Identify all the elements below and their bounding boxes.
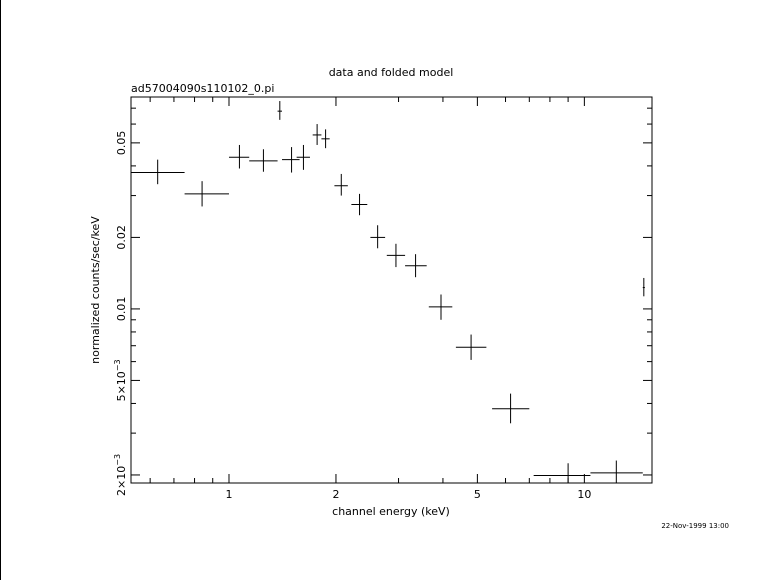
data-point	[277, 101, 283, 120]
data-point	[249, 149, 278, 172]
data-point	[386, 243, 406, 268]
y-tick-label: 2×10−3	[113, 454, 128, 496]
data-point	[351, 193, 368, 216]
y-tick-label: 0.05	[115, 131, 128, 156]
data-point	[405, 254, 427, 278]
data-point	[282, 147, 300, 173]
y-tick-label-base: 5×10	[115, 371, 128, 401]
y-tick-label-base: 0.02	[115, 225, 128, 250]
x-tick-label: 10	[577, 488, 591, 501]
y-tick-label: 0.01	[115, 297, 128, 322]
x-axis-label: channel energy (keV)	[332, 505, 450, 518]
x-tick-label: 1	[225, 488, 232, 501]
x-tick-label: 2	[332, 488, 339, 501]
data-point	[334, 173, 348, 196]
data-point	[642, 277, 645, 297]
x-tick-label: 5	[474, 488, 481, 501]
data-point	[312, 124, 322, 145]
data-point	[228, 144, 250, 169]
data-points	[131, 101, 645, 483]
data-point	[533, 463, 591, 483]
data-point	[321, 129, 330, 149]
window-left-border	[0, 0, 1, 580]
data-point	[131, 159, 185, 185]
chart-subtitle: ad57004090s110102_0.pi	[131, 82, 274, 95]
x-axis-tick-labels: 1 2 5 10	[225, 488, 591, 501]
data-point	[492, 393, 530, 424]
data-point	[455, 334, 487, 360]
y-tick-label-base: 0.05	[115, 131, 128, 156]
y-tick-label: 5×10−3	[113, 359, 128, 401]
data-point	[296, 144, 310, 170]
y-tick-label-base: 0.01	[115, 297, 128, 322]
y-tick-label-base: 2×10	[115, 466, 128, 496]
y-tick-label: 0.02	[115, 225, 128, 250]
y-axis-label: normalized counts/sec/keV	[89, 216, 102, 364]
data-point	[184, 181, 229, 207]
timestamp: 22-Nov-1999 13:00	[661, 522, 729, 530]
chart-title: data and folded model	[329, 66, 454, 79]
data-point	[370, 225, 386, 249]
y-axis-tick-labels: 2×10−35×10−30.010.020.05	[113, 131, 128, 496]
plot-frame	[130, 96, 653, 484]
x-axis-ticks	[149, 97, 585, 483]
y-tick-label-exponent: −3	[113, 359, 122, 371]
data-point	[428, 294, 453, 320]
y-tick-label-exponent: −3	[113, 454, 122, 466]
data-point	[590, 460, 643, 483]
y-axis-ticks	[131, 107, 652, 476]
